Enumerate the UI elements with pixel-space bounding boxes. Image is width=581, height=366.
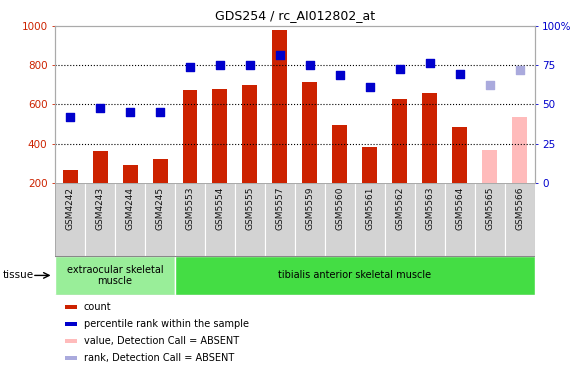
Bar [415, 183, 444, 256]
Text: GSM5553: GSM5553 [185, 187, 195, 230]
Bar [482, 150, 497, 183]
Bar [64, 322, 77, 326]
Text: GSM5559: GSM5559 [306, 187, 314, 230]
Text: count: count [84, 302, 112, 312]
Point [245, 62, 254, 68]
Bar [504, 183, 535, 256]
Title: GDS254 / rc_AI012802_at: GDS254 / rc_AI012802_at [215, 9, 375, 22]
Bar [55, 183, 85, 256]
Bar [175, 183, 205, 256]
Bar [92, 150, 107, 183]
Text: GSM4245: GSM4245 [156, 187, 164, 230]
Bar [355, 183, 385, 256]
Bar [213, 89, 227, 183]
Bar [182, 90, 198, 183]
Bar [302, 82, 317, 183]
Text: tissue: tissue [3, 270, 34, 280]
Text: extraocular skeletal
muscle: extraocular skeletal muscle [67, 265, 163, 286]
Text: GSM4243: GSM4243 [96, 187, 105, 230]
Bar [145, 183, 175, 256]
Bar [63, 170, 78, 183]
Text: GSM5561: GSM5561 [365, 187, 374, 230]
Text: value, Detection Call = ABSENT: value, Detection Call = ABSENT [84, 336, 239, 346]
Point [155, 109, 164, 115]
Bar [235, 183, 265, 256]
Bar [85, 183, 115, 256]
Bar [325, 183, 355, 256]
Bar [205, 183, 235, 256]
Bar [115, 183, 145, 256]
Point [425, 60, 435, 66]
Text: percentile rank within the sample: percentile rank within the sample [84, 319, 249, 329]
Point [335, 72, 345, 78]
Point [275, 52, 285, 58]
Point [455, 71, 464, 77]
Text: GSM5562: GSM5562 [395, 187, 404, 230]
Bar [123, 165, 138, 183]
Bar [64, 339, 77, 343]
Bar [512, 117, 527, 183]
Bar [242, 85, 257, 183]
Point [185, 64, 195, 70]
Bar [295, 183, 325, 256]
Text: tibialis anterior skeletal muscle: tibialis anterior skeletal muscle [278, 270, 431, 280]
Point [95, 105, 105, 111]
Point [485, 82, 494, 87]
Text: GSM4244: GSM4244 [125, 187, 135, 229]
Bar [475, 183, 504, 256]
Bar [55, 256, 175, 295]
Text: GSM5566: GSM5566 [515, 187, 524, 230]
Point [66, 114, 75, 120]
Bar [452, 127, 467, 183]
Bar [444, 183, 475, 256]
Text: GSM5563: GSM5563 [425, 187, 434, 230]
Text: GSM5555: GSM5555 [245, 187, 254, 230]
Point [515, 67, 524, 73]
Text: GSM5557: GSM5557 [275, 187, 284, 230]
Bar [64, 305, 77, 309]
Bar [272, 30, 288, 183]
Bar [153, 160, 167, 183]
Point [365, 84, 374, 90]
Point [395, 66, 404, 72]
Bar [363, 147, 377, 183]
Bar [175, 256, 535, 295]
Bar [392, 100, 407, 183]
Text: GSM5565: GSM5565 [485, 187, 494, 230]
Text: rank, Detection Call = ABSENT: rank, Detection Call = ABSENT [84, 352, 234, 363]
Text: GSM5564: GSM5564 [455, 187, 464, 230]
Text: GSM5560: GSM5560 [335, 187, 345, 230]
Text: GSM4242: GSM4242 [66, 187, 75, 229]
Bar [385, 183, 415, 256]
Text: GSM5554: GSM5554 [216, 187, 224, 230]
Bar [265, 183, 295, 256]
Point [305, 62, 314, 68]
Bar [332, 125, 347, 183]
Bar [422, 93, 437, 183]
Point [216, 62, 225, 68]
Bar [64, 355, 77, 359]
Point [125, 109, 135, 115]
